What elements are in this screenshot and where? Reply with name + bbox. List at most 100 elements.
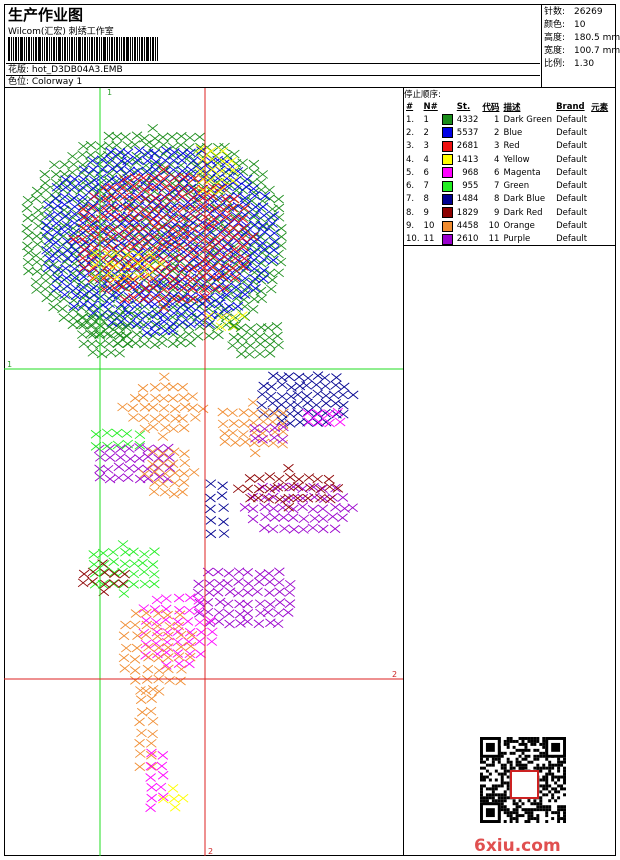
swatch-box [441, 207, 453, 219]
stitch-cross [122, 264, 134, 274]
stat-value: 10 [574, 20, 586, 30]
row-stitches: 5537 [456, 127, 479, 138]
stitch-cross [78, 290, 90, 300]
col-header: 元素 [591, 102, 609, 113]
stitch-cross [232, 302, 244, 311]
stitch-cross [97, 165, 108, 174]
stitch-cross [265, 600, 276, 609]
stitch-cross [284, 588, 295, 597]
stitch-cross [167, 783, 179, 793]
stitch-cross [235, 323, 247, 333]
stitch-cross [112, 339, 124, 348]
stitch-cross [284, 599, 296, 608]
stitch-cross [84, 293, 96, 303]
row-needle: 4 [423, 154, 429, 165]
stitch-cross [308, 482, 319, 492]
stitch-cross [122, 156, 133, 166]
stitch-cross [157, 294, 169, 303]
stitch-cross [161, 146, 172, 156]
stitch-cross [327, 512, 339, 521]
stitch-cross [119, 664, 131, 673]
stitch-cross [179, 214, 190, 223]
table-row: 7. 8 1484 8 Dark Blue Default [404, 193, 610, 206]
stitch-cross [106, 318, 118, 327]
stitch-cross [44, 211, 55, 221]
stitch-cross [59, 169, 70, 179]
stitch-cross [185, 319, 196, 329]
stitch-cross [23, 266, 34, 276]
stitch-cross [213, 608, 225, 617]
stitch-cross [138, 242, 150, 252]
stitch-cross [233, 588, 244, 598]
stitch-cross [59, 200, 70, 209]
stitch-cross [303, 473, 315, 482]
stitch-cross [131, 330, 143, 339]
stitch-cross [272, 619, 284, 629]
stitch-cross [219, 429, 231, 438]
stitch-cross [292, 390, 304, 400]
stitch-cross [78, 263, 90, 273]
stitch-cross [158, 310, 170, 319]
row-description: Dark Blue [503, 194, 546, 205]
stitch-cross [214, 579, 225, 588]
stitch-cross [269, 423, 281, 433]
stitch-cross [233, 567, 245, 577]
stitch-cross [138, 604, 150, 613]
stitch-cross [198, 263, 210, 273]
row-description: Magenta [503, 167, 541, 178]
stitch-cross [157, 432, 169, 441]
stitch-cross [95, 292, 107, 301]
stitch-cross [283, 493, 295, 503]
stitch-cross [284, 409, 296, 419]
stitch-cross [227, 313, 238, 322]
stitch-cross [89, 248, 100, 258]
stitch-cross [134, 454, 145, 463]
stitch-cross [128, 293, 139, 302]
stitch-cross [313, 417, 325, 427]
stitch-cross [167, 394, 179, 403]
swatch-box [441, 193, 453, 205]
stitch-cross [168, 192, 179, 202]
stitch-cross [217, 272, 229, 281]
row-needle: 1 [423, 114, 429, 125]
stitch-cross [238, 277, 250, 287]
stitch-cross [215, 322, 227, 332]
stitch-cross [283, 502, 295, 512]
stitch-cross [303, 417, 315, 427]
stitch-cross [62, 237, 73, 246]
stitch-cross [158, 272, 170, 282]
stitch-cross [169, 294, 180, 304]
stitch-cross [298, 525, 309, 534]
stitch-cross [239, 254, 250, 263]
stitch-cross [43, 236, 55, 246]
stitch-cross [173, 659, 185, 668]
stitch-cross [95, 219, 107, 229]
stitch-cross [168, 274, 180, 284]
stitch-cross [138, 173, 149, 183]
stitch-cross [39, 178, 51, 188]
row-needle: 7 [423, 181, 429, 192]
stitch-cross [176, 309, 187, 319]
stitch-cross [135, 695, 147, 705]
stitch-cross [298, 514, 310, 524]
stitch-cross [167, 459, 179, 469]
stitch-cross [254, 569, 266, 579]
stitch-cross [131, 218, 143, 228]
row-code: 9 [494, 207, 500, 218]
stitch-cross [115, 219, 127, 229]
stat-key: 针数: [544, 7, 566, 17]
stitch-cross [150, 290, 162, 300]
stitch-cross [172, 649, 184, 658]
stitch-cross [209, 284, 221, 293]
row-index: 4. [406, 154, 415, 165]
stitch-cross [118, 589, 130, 598]
stitch-cross [139, 194, 151, 204]
stitch-cross [57, 304, 68, 314]
stitch-cross [60, 264, 72, 273]
stitch-cross [188, 263, 200, 273]
stitch-cross [205, 529, 217, 539]
stitch-cross [176, 156, 188, 165]
stitch-cross [149, 414, 161, 424]
stitch-cross [175, 338, 187, 348]
stitch-cross [121, 331, 133, 341]
